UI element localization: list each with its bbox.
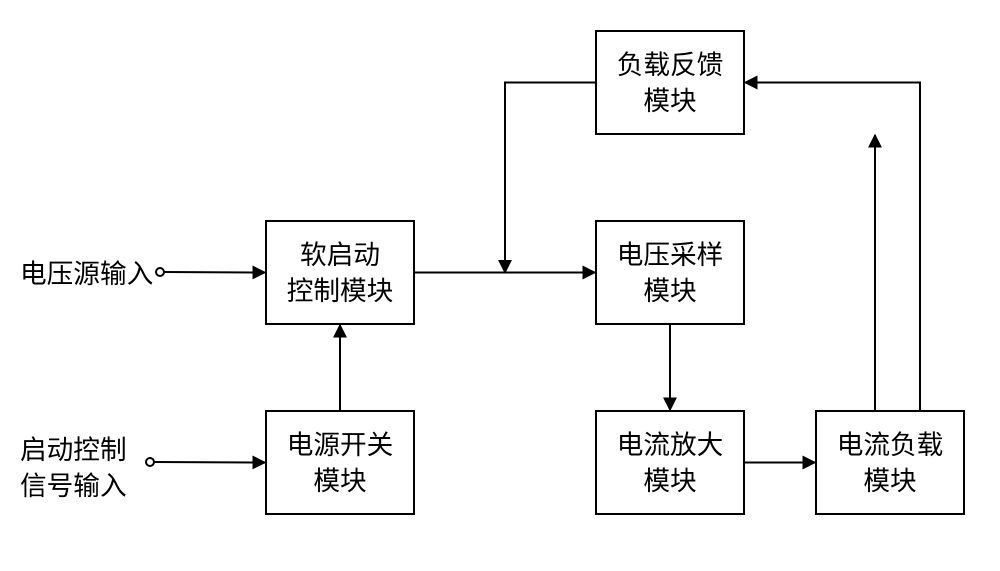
node-label: 电源开关 模块 (287, 427, 394, 499)
node-soft-start: 软启动 控制模块 (265, 220, 415, 325)
node-label: 电流放大 模块 (617, 427, 724, 499)
label-start-control-input: 启动控制 信号输入 (20, 432, 127, 504)
node-label: 软启动 控制模块 (287, 237, 394, 309)
label-voltage-source-input: 电压源输入 (20, 256, 153, 292)
node-power-switch: 电源开关 模块 (265, 410, 415, 515)
node-label: 电流负载 模块 (837, 427, 944, 499)
node-current-amp: 电流放大 模块 (595, 410, 745, 515)
node-label: 电压采样 模块 (617, 237, 724, 309)
node-label: 负载反馈 模块 (617, 47, 724, 119)
diagram-canvas: 软启动 控制模块 电压采样 模块 负载反馈 模块 电源开关 模块 电流放大 模块… (0, 0, 1000, 571)
node-load-feedback: 负载反馈 模块 (595, 30, 745, 135)
node-current-load: 电流负载 模块 (815, 410, 965, 515)
node-voltage-sampling: 电压采样 模块 (595, 220, 745, 325)
